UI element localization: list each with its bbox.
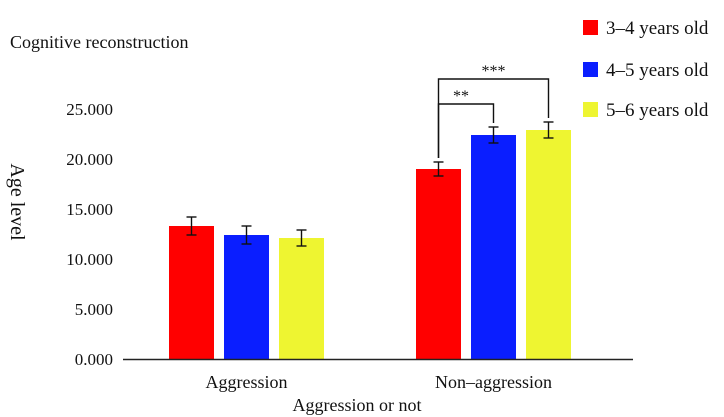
legend-label: 5–6 years old (606, 100, 709, 121)
x-tick-label: Non–aggression (435, 372, 552, 392)
x-tick-label: Aggression (206, 372, 288, 392)
y-tick-label: 5.000 (75, 300, 113, 319)
y-tick-label: 0.000 (75, 350, 113, 369)
legend-swatch (583, 20, 598, 35)
bar (526, 130, 571, 359)
error-bar (433, 161, 444, 177)
legend-item: 5–6 years old (583, 100, 709, 121)
bars (169, 121, 571, 359)
y-tick-label: 10.000 (66, 250, 113, 269)
legend-swatch (583, 62, 598, 77)
error-bar (186, 216, 197, 236)
significance-annotations: ***** (437, 63, 550, 158)
legend: 3–4 years old 4–5 years old 5–6 years old (583, 18, 709, 121)
significance-label: ** (453, 88, 469, 105)
y-tick-label: 20.000 (66, 150, 113, 169)
legend-label: 4–5 years old (606, 60, 709, 81)
legend-item: 4–5 years old (583, 60, 709, 81)
legend-swatch (583, 102, 598, 117)
y-axis-ticks: 0.000 5.000 10.000 15.000 20.000 25.000 (66, 100, 113, 369)
error-bar (543, 121, 554, 139)
y-tick-label: 15.000 (66, 200, 113, 219)
bar (279, 238, 324, 359)
error-bar (241, 225, 252, 245)
legend-label: 3–4 years old (606, 18, 709, 39)
error-bar (296, 229, 307, 247)
y-tick-label: 25.000 (66, 100, 113, 119)
x-axis-label: Aggression or not (293, 395, 422, 415)
significance-bracket (437, 78, 550, 158)
bar (169, 226, 214, 359)
significance-label: *** (482, 63, 506, 80)
bar (224, 235, 269, 359)
chart-title: Cognitive reconstruction (10, 32, 188, 52)
x-axis-ticks: Aggression Non–aggression (206, 372, 552, 392)
bar (471, 135, 516, 359)
y-axis-label: Age level (6, 163, 28, 241)
error-bar (488, 126, 499, 144)
bar (416, 169, 461, 359)
legend-item: 3–4 years old (583, 18, 709, 39)
